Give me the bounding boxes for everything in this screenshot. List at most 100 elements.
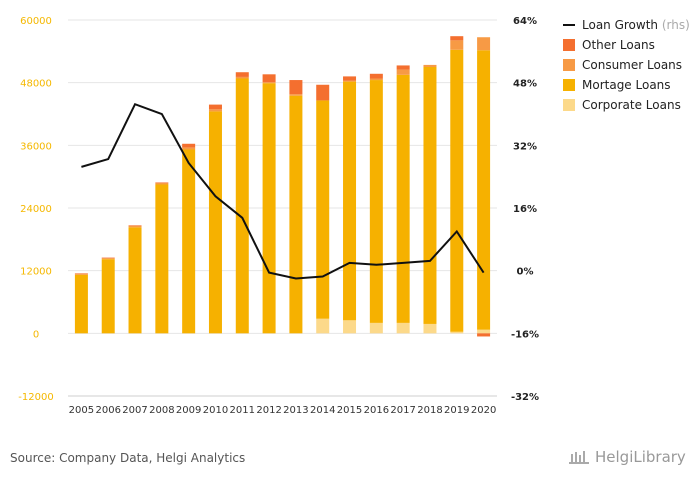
source-note: Source: Company Data, Helgi Analytics xyxy=(10,451,246,465)
bar-other-loans xyxy=(450,36,464,41)
bar-mortage-loans xyxy=(423,67,437,324)
x-tick-label: 2005 xyxy=(69,405,94,416)
loan-growth-line-group xyxy=(81,102,485,280)
bar-consumer-loans xyxy=(369,78,383,81)
legend-swatch xyxy=(563,99,575,111)
bar-other-loans xyxy=(316,84,330,101)
left-tick-label: 60000 xyxy=(20,16,52,27)
bar-other-loans xyxy=(289,80,303,95)
bar-mortage-loans xyxy=(74,274,88,334)
bar-other-loans xyxy=(262,74,276,83)
bar-other-loans xyxy=(155,182,169,183)
right-tick-label: -32% xyxy=(511,392,539,403)
bar-mortage-loans xyxy=(369,80,383,323)
right-tick-label: -16% xyxy=(511,329,539,340)
bar-corporate-loans xyxy=(343,320,357,334)
x-tick-label: 2018 xyxy=(417,405,442,416)
bar-corporate-loans xyxy=(423,323,437,334)
x-tick-label: 2019 xyxy=(444,405,469,416)
left-tick-label: 24000 xyxy=(20,204,52,215)
bar-consumer-loans xyxy=(289,94,303,96)
bar-other-loans xyxy=(477,333,491,337)
bar-mortage-loans xyxy=(155,184,169,334)
right-axis: -32% -16% 0% 16% 32% 48% 64% xyxy=(511,16,539,403)
bar-mortage-loans xyxy=(101,259,115,334)
bar-consumer-loans xyxy=(477,37,491,51)
bar-corporate-loans xyxy=(369,322,383,334)
bar-mortage-loans xyxy=(396,74,410,323)
brand-logo[interactable]: HelgiLibrary xyxy=(568,448,686,466)
left-tick-label: 48000 xyxy=(20,79,52,90)
left-tick-label: 36000 xyxy=(20,141,52,152)
bar-other-loans xyxy=(128,225,142,226)
bar-mortage-loans xyxy=(316,100,330,319)
bar-other-loans xyxy=(396,65,410,70)
right-tick-label: 0% xyxy=(517,267,534,278)
bar-consumer-loans xyxy=(235,76,249,79)
bar-mortage-loans xyxy=(235,78,249,334)
bar-consumer-loans xyxy=(208,109,222,112)
right-tick-label: 32% xyxy=(513,141,537,152)
bar-consumer-loans xyxy=(74,273,88,275)
bar-mortage-loans xyxy=(208,111,222,334)
x-tick-label: 2016 xyxy=(364,405,389,416)
legend: Loan Growth (rhs) Other Loans Consumer Loa… xyxy=(563,18,690,112)
x-tick-label: 2020 xyxy=(471,405,496,416)
bar-mortage-loans xyxy=(343,81,357,321)
legend-swatch xyxy=(563,59,575,71)
bar-other-loans xyxy=(101,257,115,259)
x-tick-label: 2014 xyxy=(310,405,335,416)
x-tick-label: 2015 xyxy=(337,405,362,416)
bar-consumer-loans xyxy=(128,225,142,228)
left-tick-label: 0 xyxy=(33,329,39,340)
legend-label: Mortage Loans xyxy=(582,78,671,92)
x-tick-label: 2007 xyxy=(122,405,147,416)
bar-consumer-loans xyxy=(182,147,196,150)
bar-consumer-loans xyxy=(262,82,276,84)
bar-corporate-loans xyxy=(450,331,464,334)
bar-mortage-loans xyxy=(289,95,303,334)
bar-consumer-loans xyxy=(450,40,464,50)
library-icon xyxy=(569,451,589,464)
bar-corporate-loans xyxy=(396,322,410,334)
left-tick-label: -12000 xyxy=(18,392,53,403)
legend-label: Other Loans xyxy=(582,38,655,52)
right-tick-label: 48% xyxy=(513,79,537,90)
x-tick-label: 2017 xyxy=(390,405,415,416)
legend-label: Consumer Loans xyxy=(582,58,682,72)
legend-note: (rhs) xyxy=(662,18,690,32)
bar-mortage-loans xyxy=(477,50,491,330)
bar-other-loans xyxy=(235,72,249,77)
x-tick-label: 2008 xyxy=(149,405,174,416)
x-axis: 2005 2006 2007 2008 2009 2010 2011 2012 2013 2014… xyxy=(68,395,497,416)
bar-other-loans xyxy=(74,273,88,274)
bar-mortage-loans xyxy=(182,149,196,334)
x-tick-label: 2010 xyxy=(203,405,228,416)
bar-other-loans xyxy=(369,73,383,79)
bar-consumer-loans xyxy=(423,64,437,67)
bar-mortage-loans xyxy=(128,227,142,334)
left-tick-label: 12000 xyxy=(20,267,52,278)
bar-mortage-loans xyxy=(450,49,464,332)
right-tick-label: 64% xyxy=(513,16,537,27)
loan-growth-line xyxy=(81,102,485,280)
bar-other-loans xyxy=(182,143,196,148)
legend-swatch xyxy=(563,79,575,91)
x-tick-label: 2012 xyxy=(256,405,281,416)
legend-label: Corporate Loans xyxy=(582,98,681,112)
bars xyxy=(74,36,491,337)
bar-other-loans xyxy=(343,76,357,81)
legend-swatch xyxy=(563,39,575,51)
x-tick-label: 2006 xyxy=(95,405,120,416)
bar-other-loans xyxy=(208,104,222,110)
bar-consumer-loans xyxy=(396,69,410,75)
legend-label: Loan Growth (rhs) xyxy=(582,18,690,32)
bar-corporate-loans xyxy=(316,318,330,334)
bar-corporate-loans xyxy=(477,329,491,334)
x-tick-label: 2011 xyxy=(230,405,255,416)
bar-mortage-loans xyxy=(262,83,276,334)
x-tick-label: 2009 xyxy=(176,405,201,416)
right-tick-label: 16% xyxy=(513,204,537,215)
x-tick-label: 2013 xyxy=(283,405,308,416)
